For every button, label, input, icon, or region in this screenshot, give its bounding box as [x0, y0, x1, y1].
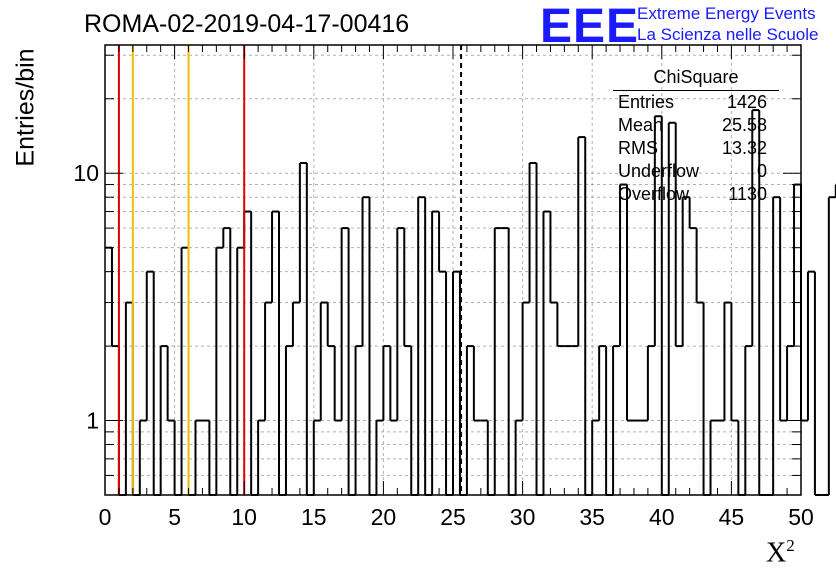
stats-row: Overflow 1130	[609, 183, 779, 206]
stats-value: 25.58	[721, 115, 767, 135]
x-tick-label: 25	[440, 504, 466, 530]
x-tick-label: 40	[649, 504, 675, 530]
stats-value: 0	[756, 161, 767, 181]
x-tick-label: 50	[788, 504, 814, 530]
stats-value: 1130	[728, 184, 767, 204]
eee-logo-mark: EEE	[540, 0, 640, 53]
tick-labels: 0 5 10 15 20 25 30 35 40 45 50 1 10	[73, 160, 813, 530]
x-tick-label: 0	[99, 504, 112, 530]
logo-line-2: La Scienza nelle Scuole	[637, 25, 819, 44]
stats-row: Underflow 0	[609, 160, 779, 183]
stats-label: Underflow	[618, 161, 700, 181]
stats-row: RMS 13.32	[609, 137, 779, 160]
stats-value: 13.32	[721, 138, 767, 158]
logo-line-1: Extreme Energy Events	[637, 4, 816, 23]
x-tick-label: 15	[301, 504, 327, 530]
stats-row: Entries 1426	[609, 91, 779, 114]
x-axis-label-superscript: 2	[786, 536, 795, 555]
stats-label: Mean	[618, 115, 664, 135]
marker-lines	[117, 45, 463, 495]
x-axis-label: X2	[766, 536, 795, 569]
x-tick-label: 30	[510, 504, 536, 530]
stats-box: ChiSquare Entries 1426 Mean 25.58 RMS 13.32…	[609, 67, 779, 206]
stats-box-title: ChiSquare	[613, 67, 779, 91]
axes-frame	[104, 44, 802, 496]
x-tick-label: 35	[579, 504, 605, 530]
stats-label: Overflow	[618, 184, 690, 204]
x-tick-label: 5	[168, 504, 181, 530]
y-axis-label: Entries/bin	[11, 48, 40, 167]
x-tick-label: 45	[719, 504, 745, 530]
x-tick-label: 10	[231, 504, 257, 530]
x-tick-label: 20	[371, 504, 397, 530]
stats-label: RMS	[618, 138, 658, 158]
stats-value: 1426	[726, 92, 767, 112]
stats-label: Entries	[618, 92, 675, 112]
histogram-bins	[105, 109, 836, 496]
y-tick-label: 1	[86, 408, 99, 434]
x-axis-label-base: X	[766, 537, 787, 569]
y-tick-label: 10	[73, 160, 99, 186]
chart-title: ROMA-02-2019-04-17-00416	[84, 10, 410, 38]
stats-row: Mean 25.58	[609, 114, 779, 137]
